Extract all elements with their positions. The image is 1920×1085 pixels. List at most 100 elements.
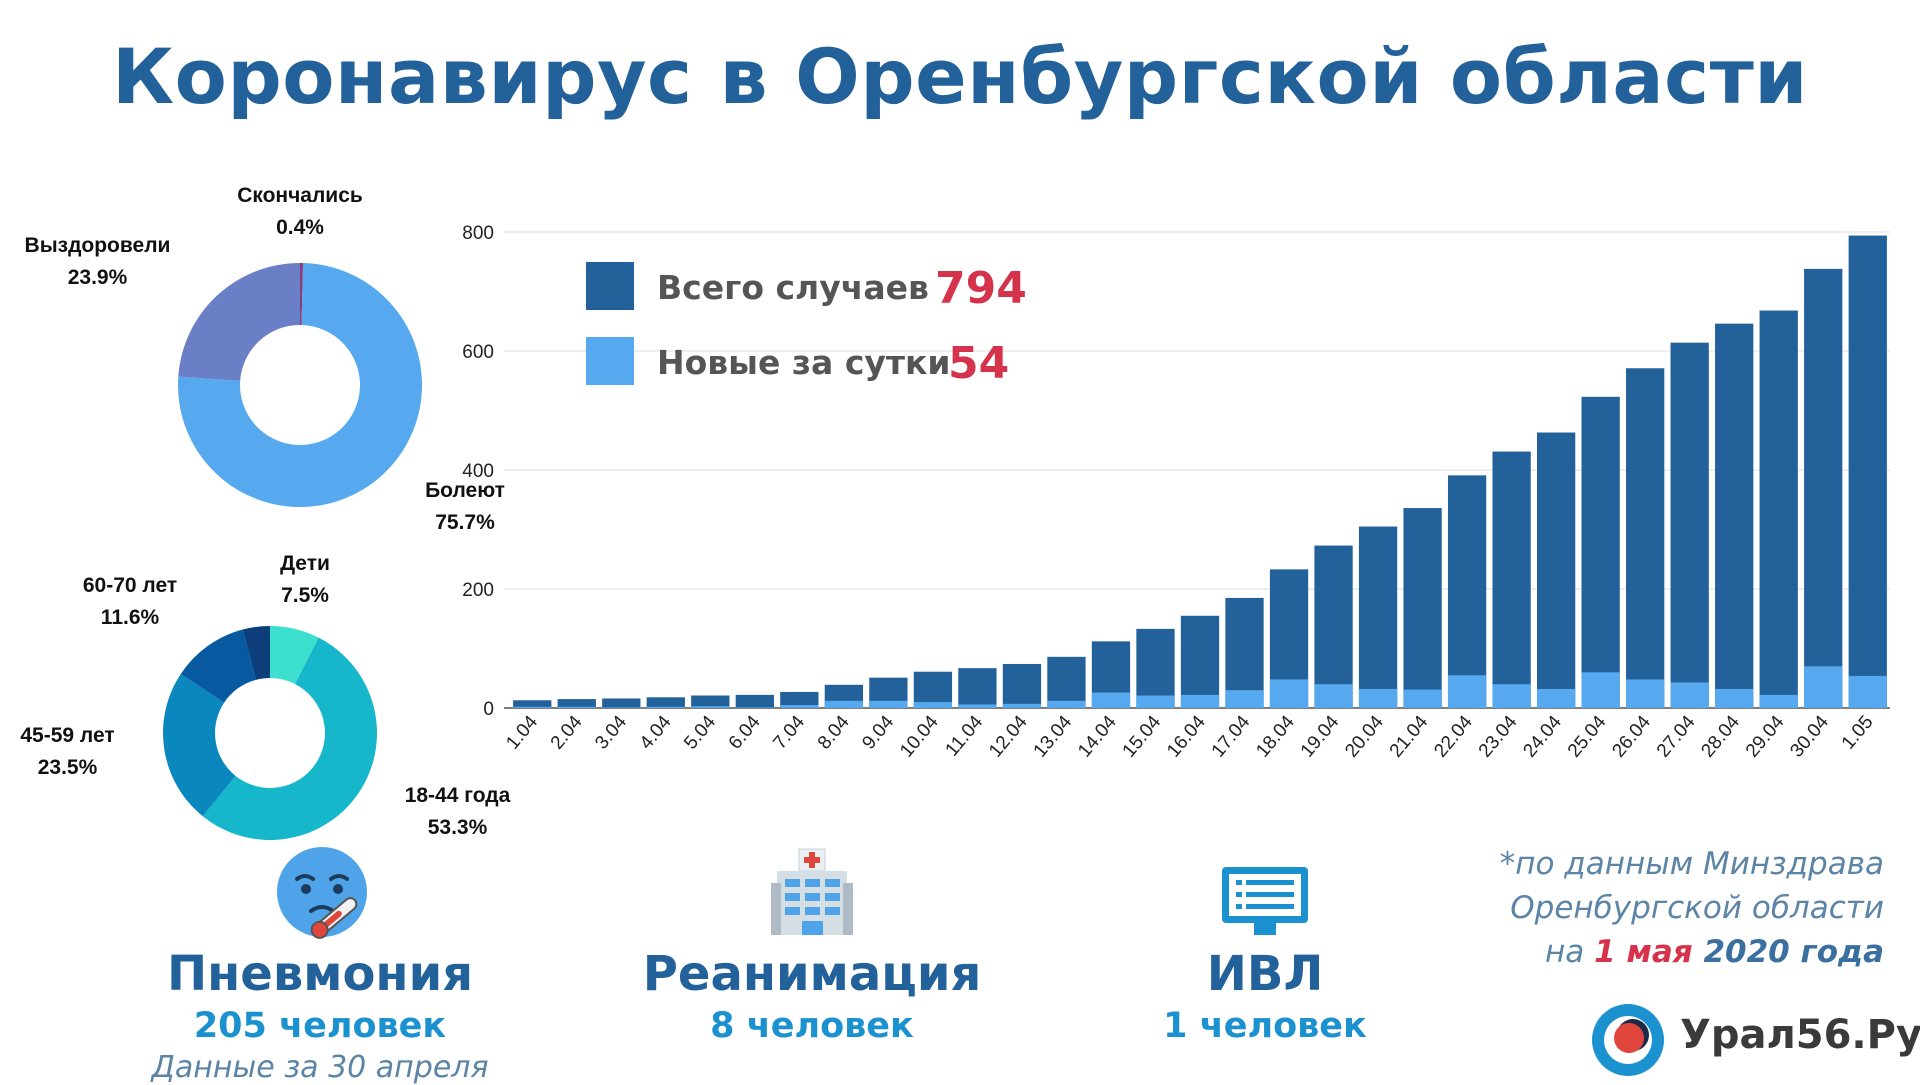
bar-new-22.04 xyxy=(1447,675,1487,708)
bar-total-7.04 xyxy=(780,691,819,708)
legend-label-total: Всего случаев xyxy=(657,268,929,307)
source-line-2: Оренбургской области xyxy=(1510,890,1884,926)
brand-name: Урал56.Ру xyxy=(1680,1012,1920,1058)
monitor-icon xyxy=(1222,867,1308,935)
label-text: Выздоровели xyxy=(24,234,171,257)
x-tick-label: 21.04 xyxy=(1386,711,1433,761)
stat-note-pneumonia: Данные за 30 апреля xyxy=(151,1050,489,1085)
bar-total-30.04 xyxy=(1804,268,1843,708)
legend-value-new: 54 xyxy=(948,338,1009,389)
label-text: Дети xyxy=(280,552,330,575)
label-pct: 53.3% xyxy=(427,816,488,839)
x-tick-label: 11.04 xyxy=(942,711,988,760)
bar-total-4.04 xyxy=(646,697,685,708)
x-tick-label: 24.04 xyxy=(1519,711,1566,761)
x-tick-label: 4.04 xyxy=(636,711,676,753)
bar-new-8.04 xyxy=(824,700,864,708)
bar-total-12.04 xyxy=(1002,663,1042,708)
x-tick-label: 20.04 xyxy=(1341,711,1388,761)
x-tick-label: 7.04 xyxy=(769,711,809,753)
x-tick-label: 6.04 xyxy=(725,711,765,753)
y-tick-label: 0 xyxy=(483,699,494,720)
label-text: Болеют xyxy=(425,479,505,502)
chart-x-ticks: 1.04 2.04 3.04 4.04 5.04 6.04 7.04 8.04 9.0410.0… xyxy=(502,711,1877,761)
x-tick-label: 16.04 xyxy=(1163,711,1210,761)
bar-new-14.04 xyxy=(1091,692,1131,708)
bar-new-13.04 xyxy=(1047,700,1086,708)
age-label-45-59: 45-59 лет 23.5% xyxy=(5,720,130,784)
bar-new-1.05 xyxy=(1848,675,1887,708)
brand-logo-icon xyxy=(1592,1004,1664,1076)
x-tick-label: 28.04 xyxy=(1697,711,1744,761)
bar-new-30.04 xyxy=(1804,666,1843,708)
donut-label-deceased: Скончались 0.4% xyxy=(200,180,400,244)
age-label-60-70: 60-70 лет 11.6% xyxy=(70,570,190,634)
status-donut-slice-1 xyxy=(178,263,422,507)
y-tick-label: 600 xyxy=(462,342,494,363)
bar-new-20.04 xyxy=(1358,688,1398,708)
age-label-18-44: 18-44 года 53.3% xyxy=(390,780,525,844)
bar-total-22.04 xyxy=(1447,475,1487,708)
age-donut-chart xyxy=(162,626,377,840)
bar-total-3.04 xyxy=(602,698,641,708)
x-tick-label: 10.04 xyxy=(896,711,943,761)
bar-new-10.04 xyxy=(913,702,953,708)
status-donut-chart xyxy=(178,263,422,507)
thermometer-face-icon xyxy=(277,847,367,939)
label-pct: 23.5% xyxy=(37,756,98,779)
x-tick-label: 8.04 xyxy=(814,711,854,753)
x-tick-label: 15.04 xyxy=(1119,711,1166,761)
age-donut-slice-1 xyxy=(202,637,377,840)
x-tick-label: 22.04 xyxy=(1430,711,1477,761)
age-donut-slice-2 xyxy=(162,673,236,817)
bar-new-1.04 xyxy=(513,706,552,708)
bar-total-1.04 xyxy=(513,700,552,708)
bar-total-11.04 xyxy=(958,668,997,708)
label-pct: 11.6% xyxy=(100,606,160,629)
label-text: Скончались xyxy=(237,184,363,207)
bar-total-29.04 xyxy=(1759,310,1798,708)
bar-new-21.04 xyxy=(1403,689,1442,708)
chart-y-ticks: 0 200 400 600 800 xyxy=(462,223,494,720)
legend-swatch-total xyxy=(586,262,634,310)
donut-label-sick: Болеют 75.7% xyxy=(405,475,525,539)
x-tick-label: 17.04 xyxy=(1208,711,1255,761)
bar-new-24.04 xyxy=(1536,688,1576,708)
stat-title-icu: Реанимация xyxy=(642,946,982,1002)
stat-value-pneumonia: 205 человек xyxy=(193,1006,447,1046)
bar-total-28.04 xyxy=(1715,323,1754,708)
x-tick-label: 1.04 xyxy=(502,711,542,753)
label-pct: 7.5% xyxy=(281,584,329,607)
label-pct: 23.9% xyxy=(67,266,128,289)
source-line-1: *по данным Минздрава xyxy=(1499,846,1884,882)
bar-new-28.04 xyxy=(1715,688,1754,708)
y-tick-label: 800 xyxy=(462,223,494,244)
legend-swatch-new xyxy=(586,337,634,385)
source-year: 2020 года xyxy=(1692,934,1884,970)
bar-new-7.04 xyxy=(780,705,819,708)
y-tick-label: 400 xyxy=(462,461,494,482)
age-donut-slice-4 xyxy=(242,626,270,680)
bar-new-19.04 xyxy=(1314,684,1353,708)
age-donut-slice-0 xyxy=(270,626,319,684)
age-label-children: Дети 7.5% xyxy=(255,548,355,612)
legend-label-new: Новые за сутки xyxy=(657,343,951,382)
status-donut-slice-2 xyxy=(178,263,300,381)
label-text: 60-70 лет xyxy=(82,574,178,597)
bar-new-16.04 xyxy=(1180,694,1220,708)
bar-new-2.04 xyxy=(557,706,596,708)
x-tick-label: 26.04 xyxy=(1608,711,1655,761)
x-tick-label: 14.04 xyxy=(1074,711,1121,761)
bar-new-4.04 xyxy=(646,706,685,708)
stat-title-ventilator: ИВЛ xyxy=(1206,946,1324,1002)
x-tick-label: 29.04 xyxy=(1742,711,1789,761)
status-donut-slice-0 xyxy=(300,263,304,326)
x-tick-label: 9.04 xyxy=(858,711,898,753)
source-date: 1 мая xyxy=(1594,934,1693,970)
hospital-icon xyxy=(771,848,853,935)
stat-value-ventilator: 1 человек xyxy=(1163,1006,1367,1046)
bar-total-17.04 xyxy=(1225,597,1264,708)
bar-total-10.04 xyxy=(913,671,953,708)
bar-new-12.04 xyxy=(1002,703,1042,708)
bar-total-24.04 xyxy=(1536,432,1576,708)
